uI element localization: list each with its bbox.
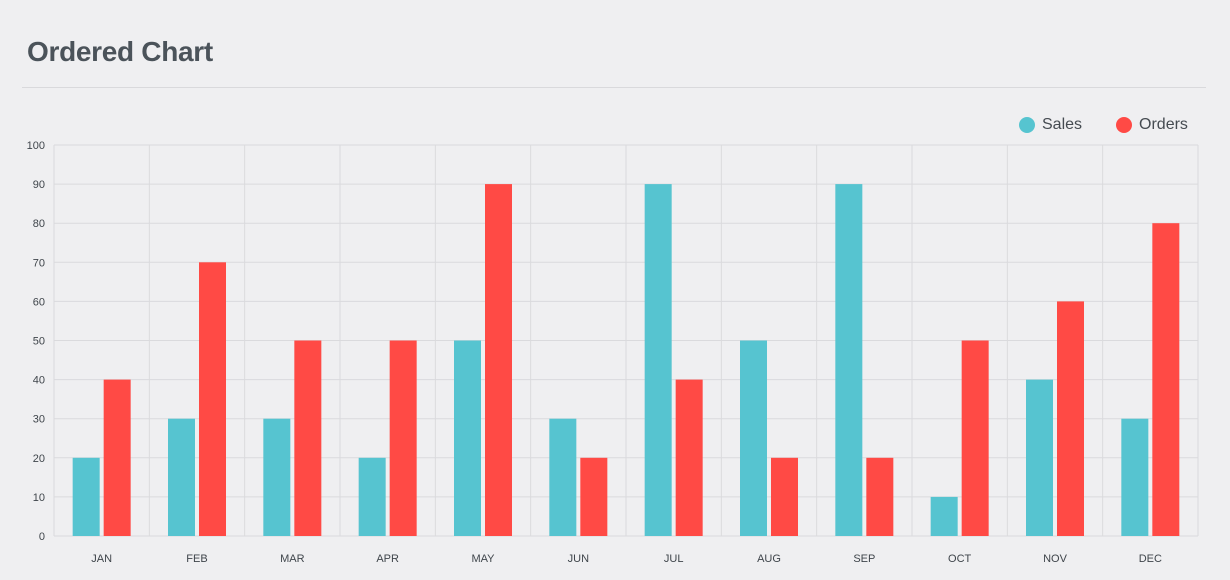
bar-sales-jan[interactable] [72, 457, 100, 536]
bar-orders-dec[interactable] [1152, 223, 1180, 536]
bar-sales-aug[interactable] [740, 340, 767, 537]
bar-orders-oct[interactable] [961, 340, 989, 537]
bar-sales-oct[interactable] [930, 496, 958, 536]
bar-sales-feb[interactable] [168, 418, 195, 536]
legend-label-sales: Sales [1042, 116, 1083, 133]
x-tick-label: JAN [91, 553, 112, 565]
x-tick-label: MAR [280, 553, 305, 565]
bar-orders-apr[interactable] [389, 340, 417, 537]
y-tick-label: 80 [33, 218, 45, 230]
y-tick-label: 40 [33, 375, 45, 387]
bar-sales-mar[interactable] [263, 418, 291, 536]
bar-orders-may[interactable] [485, 184, 512, 536]
x-tick-label: SEP [853, 553, 875, 565]
bar-sales-sep[interactable] [835, 184, 863, 536]
x-tick-label: AUG [757, 553, 781, 565]
x-tick-label: JUL [664, 553, 684, 565]
y-tick-label: 60 [33, 296, 45, 308]
x-tick-label: OCT [948, 553, 972, 565]
x-tick-label: DEC [1139, 553, 1162, 565]
bar-orders-feb[interactable] [199, 262, 226, 536]
bar-orders-jun[interactable] [580, 457, 608, 536]
bar-sales-dec[interactable] [1121, 418, 1149, 536]
y-tick-label: 20 [33, 453, 45, 465]
bar-sales-nov[interactable] [1026, 379, 1053, 536]
y-tick-label: 70 [33, 257, 45, 269]
y-tick-label: 50 [33, 336, 45, 348]
y-tick-label: 0 [39, 531, 45, 543]
legend-item-sales[interactable]: Sales [1019, 116, 1082, 134]
bar-sales-jul[interactable] [644, 184, 672, 536]
x-tick-label: APR [376, 553, 399, 565]
page-title: Ordered Chart [27, 36, 213, 67]
legend-item-orders[interactable]: Orders [1116, 116, 1188, 134]
legend-label-orders: Orders [1139, 116, 1188, 133]
bar-orders-jan[interactable] [103, 379, 131, 536]
bar-orders-mar[interactable] [294, 340, 322, 537]
y-tick-label: 90 [33, 179, 45, 191]
bar-sales-apr[interactable] [358, 457, 386, 536]
legend-dot-sales [1019, 117, 1035, 133]
bar-orders-sep[interactable] [866, 457, 894, 536]
bar-orders-jul[interactable] [675, 379, 703, 536]
bar-sales-jun[interactable] [549, 418, 577, 536]
x-tick-label: JUN [568, 553, 589, 565]
bar-orders-nov[interactable] [1057, 301, 1084, 536]
chart-legend: Sales Orders [1019, 116, 1188, 134]
legend-dot-orders [1116, 117, 1133, 133]
x-tick-label: FEB [186, 553, 207, 565]
y-tick-label: 30 [33, 414, 45, 426]
x-tick-label: MAY [471, 553, 495, 565]
bar-orders-aug[interactable] [771, 457, 798, 536]
x-tick-label: NOV [1043, 553, 1068, 565]
y-tick-label: 100 [27, 140, 45, 152]
title-divider [22, 87, 1206, 88]
y-tick-label: 10 [33, 492, 45, 504]
bar-sales-may[interactable] [454, 340, 481, 537]
